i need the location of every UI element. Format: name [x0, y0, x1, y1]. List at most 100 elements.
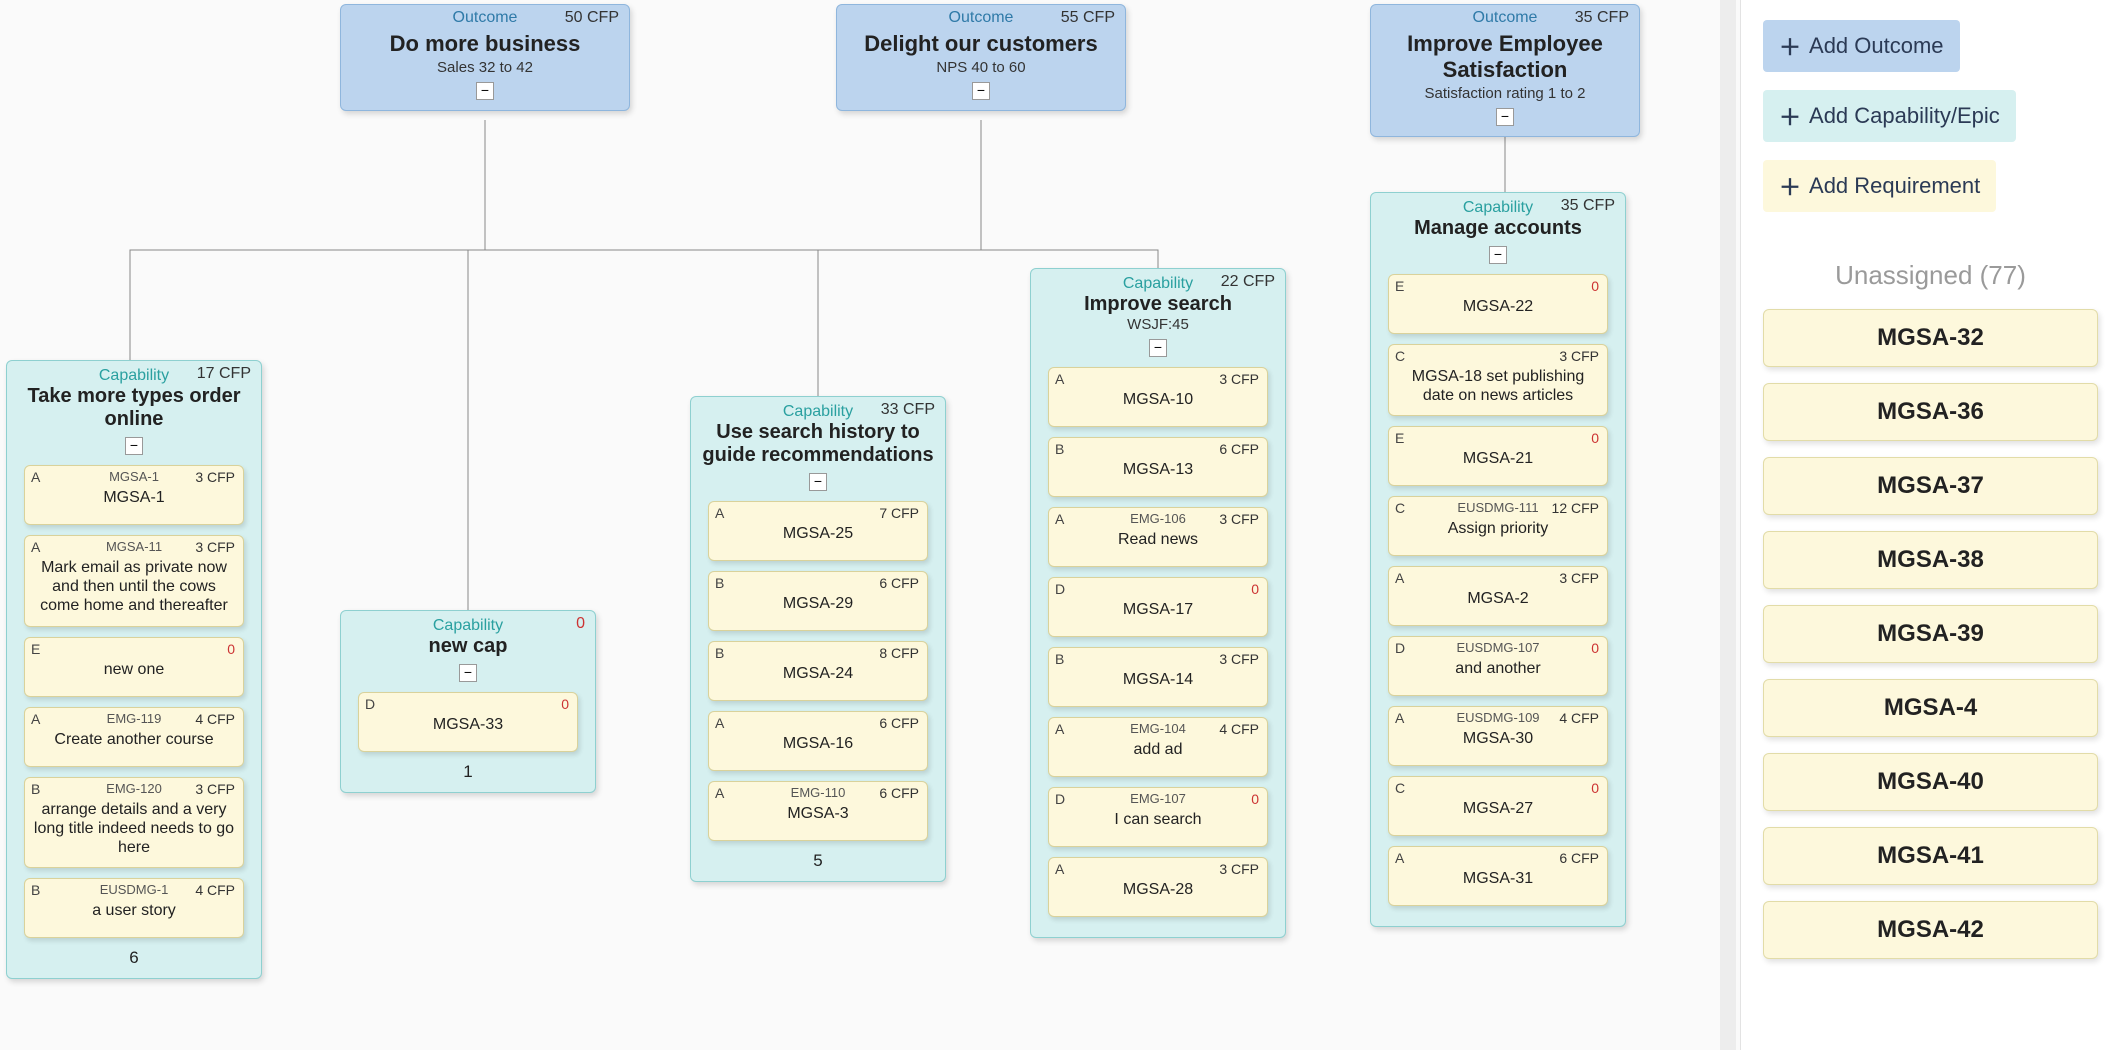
- requirement-body: MGSA-30: [1397, 729, 1599, 748]
- requirement-body: add ad: [1057, 740, 1259, 759]
- requirement-card[interactable]: B 6 CFP MGSA-13: [1048, 437, 1268, 497]
- requirement-cfp: 12 CFP: [1552, 500, 1599, 516]
- outcome-title: Do more business: [349, 31, 621, 57]
- requirement-body: MGSA-2: [1397, 589, 1599, 608]
- requirement-card[interactable]: B 3 CFP MGSA-14: [1048, 647, 1268, 707]
- right-panel: ＋ Add Outcome ＋ Add Capability/Epic ＋ Ad…: [1740, 0, 2120, 1050]
- requirement-letter: A: [1395, 570, 1404, 586]
- unassigned-item[interactable]: MGSA-42: [1763, 901, 2098, 959]
- requirement-body: MGSA-33: [367, 715, 569, 734]
- requirement-body: arrange details and a very long title in…: [33, 800, 235, 858]
- requirement-body: and another: [1397, 659, 1599, 678]
- unassigned-item[interactable]: MGSA-4: [1763, 679, 2098, 737]
- add-requirement-button[interactable]: ＋ Add Requirement: [1763, 160, 1996, 212]
- unassigned-item[interactable]: MGSA-36: [1763, 383, 2098, 441]
- add-outcome-button[interactable]: ＋ Add Outcome: [1763, 20, 1960, 72]
- requirement-body: MGSA-3: [717, 804, 919, 823]
- requirement-card[interactable]: A EMG-104 4 CFP add ad: [1048, 717, 1268, 777]
- outcome-node[interactable]: Outcome 50 CFP Do more business Sales 32…: [340, 4, 630, 111]
- requirement-card[interactable]: C EUSDMG-111 12 CFP Assign priority: [1388, 496, 1608, 556]
- capability-node[interactable]: Capability33 CFP Use search history to g…: [690, 396, 946, 882]
- requirement-cfp: 3 CFP: [1559, 570, 1599, 586]
- unassigned-item[interactable]: MGSA-41: [1763, 827, 2098, 885]
- requirement-ref: EUSDMG-107: [1389, 640, 1607, 655]
- requirement-card[interactable]: A MGSA-1 3 CFP MGSA-1: [24, 465, 244, 525]
- requirement-letter: E: [1395, 430, 1404, 446]
- requirement-body: Create another course: [33, 730, 235, 749]
- unassigned-list: MGSA-32 MGSA-36 MGSA-37 MGSA-38 MGSA-39 MGSA-…: [1763, 309, 2098, 959]
- requirement-letter: A: [715, 505, 724, 521]
- panel-divider: [1720, 0, 1736, 1050]
- requirement-cfp: 3 CFP: [195, 539, 235, 555]
- requirement-card[interactable]: E 0 MGSA-22: [1388, 274, 1608, 334]
- requirement-card[interactable]: B EUSDMG-1 4 CFP a user story: [24, 878, 244, 938]
- collapse-button[interactable]: −: [1149, 339, 1167, 357]
- requirement-card[interactable]: D EUSDMG-107 0 and another: [1388, 636, 1608, 696]
- collapse-button[interactable]: −: [476, 82, 494, 100]
- collapse-button[interactable]: −: [459, 664, 477, 682]
- requirement-card[interactable]: A 3 CFP MGSA-2: [1388, 566, 1608, 626]
- capability-node[interactable]: Capability17 CFP Take more types order o…: [6, 360, 262, 979]
- requirement-card[interactable]: A EMG-110 6 CFP MGSA-3: [708, 781, 928, 841]
- requirement-cfp: 4 CFP: [1219, 721, 1259, 737]
- requirement-card[interactable]: E 0 MGSA-21: [1388, 426, 1608, 486]
- requirement-card[interactable]: C 3 CFP MGSA-18 set publishing date on n…: [1388, 344, 1608, 416]
- collapse-button[interactable]: −: [1496, 108, 1514, 126]
- requirement-card[interactable]: D 0 MGSA-17: [1048, 577, 1268, 637]
- unassigned-item[interactable]: MGSA-39: [1763, 605, 2098, 663]
- requirement-cfp: 6 CFP: [1559, 850, 1599, 866]
- collapse-button[interactable]: −: [125, 437, 143, 455]
- requirement-letter: B: [715, 575, 724, 591]
- requirement-cfp: 3 CFP: [1219, 511, 1259, 527]
- requirement-card[interactable]: D EMG-107 0 I can search: [1048, 787, 1268, 847]
- requirement-card[interactable]: B 8 CFP MGSA-24: [708, 641, 928, 701]
- requirement-letter: B: [1055, 651, 1064, 667]
- requirement-card[interactable]: A MGSA-11 3 CFP Mark email as private no…: [24, 535, 244, 627]
- requirement-card[interactable]: A EUSDMG-109 4 CFP MGSA-30: [1388, 706, 1608, 766]
- requirement-card[interactable]: B EMG-120 3 CFP arrange details and a ve…: [24, 777, 244, 869]
- requirement-card[interactable]: A 7 CFP MGSA-25: [708, 501, 928, 561]
- requirement-cfp: 0: [561, 696, 569, 712]
- requirement-card[interactable]: B 6 CFP MGSA-29: [708, 571, 928, 631]
- outcome-subtitle: Satisfaction rating 1 to 2: [1379, 85, 1631, 102]
- requirement-cfp: 0: [1251, 581, 1259, 597]
- requirement-card[interactable]: C 0 MGSA-27: [1388, 776, 1608, 836]
- requirement-card[interactable]: A 6 CFP MGSA-16: [708, 711, 928, 771]
- unassigned-item[interactable]: MGSA-38: [1763, 531, 2098, 589]
- requirement-cfp: 0: [1251, 791, 1259, 807]
- requirement-card[interactable]: A EMG-106 3 CFP Read news: [1048, 507, 1268, 567]
- requirement-body: MGSA-18 set publishing date on news arti…: [1397, 367, 1599, 405]
- collapse-button[interactable]: −: [972, 82, 990, 100]
- requirement-letter: C: [1395, 348, 1405, 364]
- add-capability-button[interactable]: ＋ Add Capability/Epic: [1763, 90, 2016, 142]
- requirement-card[interactable]: A 3 CFP MGSA-10: [1048, 367, 1268, 427]
- requirement-letter: A: [1055, 371, 1064, 387]
- unassigned-item[interactable]: MGSA-32: [1763, 309, 2098, 367]
- capability-type-label: Capability: [349, 617, 587, 635]
- collapse-button[interactable]: −: [1489, 246, 1507, 264]
- requirement-card[interactable]: A EMG-119 4 CFP Create another course: [24, 707, 244, 767]
- collapse-button[interactable]: −: [809, 473, 827, 491]
- requirement-body: MGSA-10: [1057, 390, 1259, 409]
- capability-node[interactable]: Capability0 new cap− D 0 MGSA-33 1: [340, 610, 596, 793]
- requirement-card[interactable]: A 6 CFP MGSA-31: [1388, 846, 1608, 906]
- requirement-cfp: 6 CFP: [879, 785, 919, 801]
- requirement-card[interactable]: A 3 CFP MGSA-28: [1048, 857, 1268, 917]
- requirement-body: Mark email as private now and then until…: [33, 558, 235, 616]
- unassigned-item[interactable]: MGSA-40: [1763, 753, 2098, 811]
- requirement-card[interactable]: D 0 MGSA-33: [358, 692, 578, 752]
- outcome-node[interactable]: Outcome 55 CFP Delight our customers NPS…: [836, 4, 1126, 111]
- requirement-card[interactable]: E 0 new one: [24, 637, 244, 697]
- requirement-body: MGSA-17: [1057, 600, 1259, 619]
- requirement-cfp: 3 CFP: [195, 469, 235, 485]
- capability-title: Take more types order online: [15, 385, 253, 431]
- requirement-cfp: 0: [1591, 780, 1599, 796]
- capability-node[interactable]: Capability35 CFP Manage accounts− E 0 MG…: [1370, 192, 1626, 927]
- unassigned-item[interactable]: MGSA-37: [1763, 457, 2098, 515]
- requirement-letter: E: [1395, 278, 1404, 294]
- capability-node[interactable]: Capability22 CFP Improve searchWSJF:45− …: [1030, 268, 1286, 938]
- requirement-body: MGSA-28: [1057, 880, 1259, 899]
- requirement-body: I can search: [1057, 810, 1259, 829]
- requirement-cfp: 3 CFP: [1559, 348, 1599, 364]
- outcome-node[interactable]: Outcome 35 CFP Improve Employee Satisfac…: [1370, 4, 1640, 137]
